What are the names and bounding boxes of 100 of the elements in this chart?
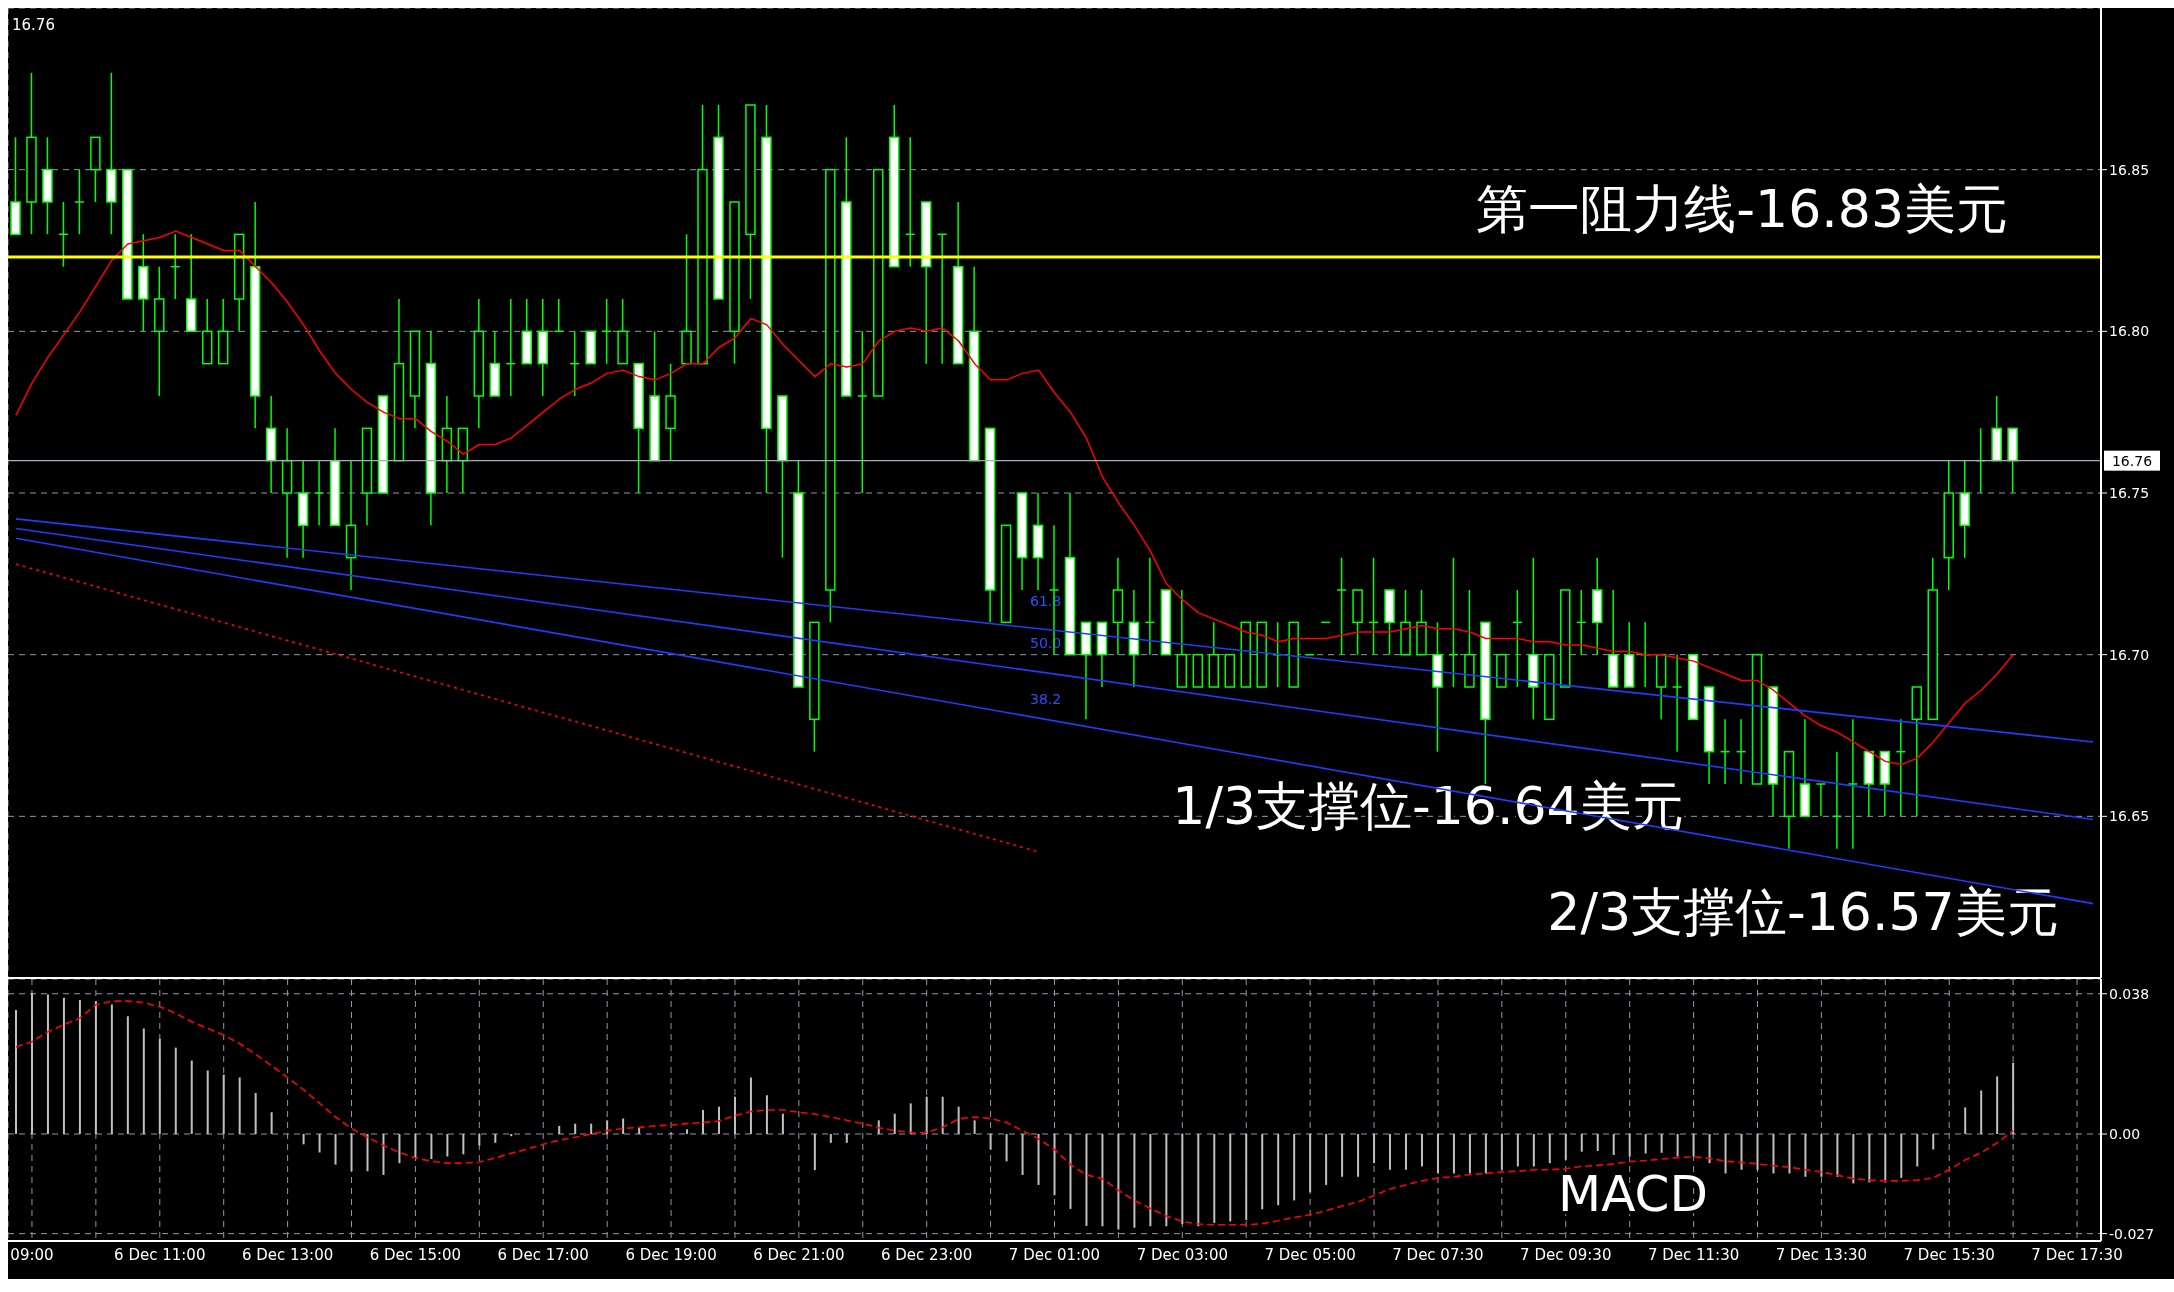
- bar: [893, 1113, 896, 1134]
- bar: [1932, 1133, 1935, 1150]
- x-tick-label: 7 Dec 17:30: [2031, 1245, 2123, 1264]
- bar: [1101, 1133, 1104, 1227]
- candlestick: [1400, 589, 1411, 656]
- candlestick: [1208, 621, 1220, 688]
- candlestick: [1703, 686, 1715, 785]
- bar: [1820, 1133, 1823, 1177]
- bar: [1564, 1133, 1567, 1160]
- candlestick: [1607, 589, 1619, 688]
- candlestick: [217, 298, 229, 365]
- candlestick: [1863, 750, 1875, 818]
- bar: [1053, 1133, 1056, 1196]
- candlestick: [809, 621, 820, 753]
- bar: [1468, 1133, 1471, 1174]
- bar: [334, 1133, 337, 1165]
- bar: [1900, 1133, 1903, 1178]
- candlestick: [1959, 459, 1970, 559]
- candlestick: [281, 427, 293, 559]
- candlestick: [1879, 750, 1891, 818]
- bar: [717, 1106, 720, 1134]
- candlestick: [329, 427, 341, 527]
- candlestick: [1815, 783, 1827, 818]
- bar: [925, 1096, 928, 1134]
- candlestick: [90, 136, 101, 203]
- bar: [765, 1095, 768, 1134]
- bar: [1452, 1133, 1455, 1174]
- annotation: 16.76: [12, 16, 55, 34]
- bar: [15, 1010, 17, 1134]
- bar: [1628, 1133, 1631, 1157]
- x-tick-label: 6 Dec 19:00: [625, 1245, 717, 1264]
- candlestick: [106, 71, 117, 236]
- bar: [1277, 1133, 1280, 1206]
- candlestick: [42, 136, 53, 236]
- candlestick: [249, 201, 261, 430]
- candlestick: [1671, 653, 1683, 753]
- candlestick: [984, 427, 996, 624]
- y-tick-label: 16.65: [2109, 808, 2150, 825]
- bar: [1405, 1133, 1408, 1170]
- bar: [1149, 1133, 1152, 1227]
- bar: [733, 1096, 736, 1134]
- candlestick: [1783, 750, 1795, 850]
- bar: [1005, 1133, 1008, 1162]
- bar: [989, 1133, 992, 1150]
- bar: [1644, 1133, 1647, 1154]
- bar: [1213, 1133, 1216, 1223]
- candlestick: [265, 395, 277, 494]
- candlestick: [697, 104, 708, 365]
- bar: [254, 1093, 257, 1134]
- bar: [1532, 1133, 1535, 1167]
- bar: [270, 1112, 273, 1134]
- candlestick: [1767, 686, 1779, 818]
- candlestick: [1623, 621, 1635, 688]
- candlestick: [1911, 686, 1923, 818]
- x-tick-label: 7 Dec 09:30: [1520, 1245, 1612, 1264]
- x-tick-label: 7 Dec 13:30: [1775, 1245, 1868, 1264]
- candlestick: [313, 459, 325, 527]
- bar: [1197, 1133, 1200, 1227]
- candlestick: [1655, 653, 1667, 721]
- candlestick: [1112, 556, 1124, 656]
- candlestick: [713, 104, 724, 300]
- bar: [957, 1106, 960, 1134]
- bar: [1884, 1133, 1887, 1181]
- bar: [1117, 1133, 1120, 1230]
- bar: [1756, 1133, 1759, 1170]
- x-tick-label: 6 Dec 11:00: [114, 1245, 206, 1264]
- bar: [446, 1133, 449, 1157]
- candlestick: [1064, 492, 1076, 656]
- candlestick: [888, 104, 900, 268]
- candlestick: [633, 362, 644, 494]
- x-tick-label: 7 Dec 11:30: [1647, 1245, 1740, 1264]
- y-tick-label: 16.70: [2109, 646, 2150, 663]
- bar: [1133, 1133, 1136, 1228]
- candlestick: [1480, 621, 1491, 785]
- bar: [1868, 1133, 1871, 1183]
- bar: [1596, 1133, 1599, 1151]
- candlestick: [777, 395, 788, 559]
- bar: [1996, 1076, 1999, 1134]
- candlestick: [793, 459, 804, 688]
- bar: [1964, 1107, 1967, 1134]
- candlestick: [968, 265, 980, 462]
- bar: [1580, 1133, 1583, 1152]
- candlestick: [617, 298, 628, 365]
- bar: [622, 1118, 625, 1134]
- candlestick: [473, 298, 485, 430]
- bar: [686, 1129, 689, 1134]
- bar: [366, 1133, 369, 1172]
- bar: [1612, 1133, 1615, 1156]
- bar: [702, 1110, 705, 1134]
- x-tick-label: 7 Dec 01:00: [1008, 1245, 1101, 1264]
- y-tick-label: 0.00: [2109, 1125, 2141, 1142]
- bar: [1692, 1133, 1695, 1157]
- bar: [845, 1133, 848, 1143]
- x-tick-label: 6 Dec 23:00: [881, 1245, 973, 1264]
- bar: [1516, 1133, 1519, 1167]
- bar: [1660, 1133, 1663, 1153]
- candlestick: [841, 136, 852, 397]
- annotation: 38.2: [1030, 691, 1062, 707]
- candlestick: [537, 298, 548, 397]
- x-tick-label: 6 Dec 15:00: [369, 1245, 462, 1264]
